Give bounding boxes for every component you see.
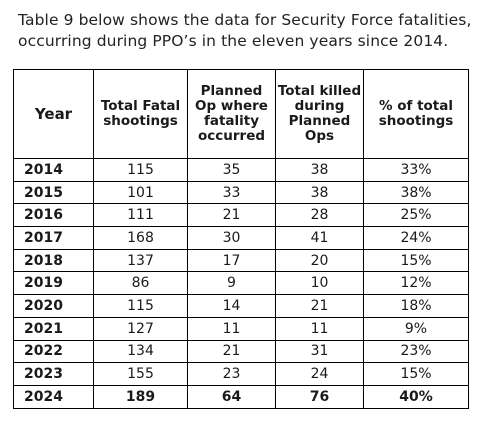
header-total-killed: Total killed during Planned Ops	[275, 69, 364, 159]
cell-percent-total: 33%	[363, 158, 469, 182]
cell-percent-total: 25%	[363, 203, 469, 228]
cell-percent-total: 12%	[363, 271, 469, 296]
table-row: 2021 127 11 11 9%	[13, 316, 469, 341]
cell-percent-total: 40%	[363, 384, 469, 409]
table-row: 2022 134 21 31 23%	[13, 339, 469, 364]
table-body: 2014 115 35 38 33% 2015 101 33 38 38% 2016 111 21 28 2…	[13, 158, 469, 409]
cell-total-killed: 24	[275, 362, 364, 386]
cell-year: 2024	[13, 384, 94, 409]
cell-total-fatal-shootings: 155	[93, 362, 188, 386]
cell-planned-op: 35	[187, 158, 276, 182]
cell-year: 2022	[13, 339, 94, 364]
cell-percent-total: 9%	[363, 316, 469, 341]
cell-total-killed: 21	[275, 294, 364, 318]
intro-line-2: occurring during PPO’s in the eleven yea…	[18, 32, 449, 50]
cell-total-killed: 38	[275, 158, 364, 182]
cell-year: 2019	[13, 271, 94, 296]
table-row: 2024 189 64 76 40%	[13, 384, 469, 409]
cell-planned-op: 30	[187, 226, 276, 250]
cell-total-fatal-shootings: 86	[93, 271, 188, 296]
cell-percent-total: 24%	[363, 226, 469, 250]
table-row: 2016 111 21 28 25%	[13, 203, 469, 228]
cell-total-killed: 28	[275, 203, 364, 228]
cell-planned-op: 23	[187, 362, 276, 386]
cell-year: 2020	[13, 294, 94, 318]
cell-total-killed: 10	[275, 271, 364, 296]
fatalities-table: Year Total Fatal shootings Planned Op wh…	[13, 69, 469, 409]
cell-planned-op: 17	[187, 248, 276, 273]
cell-planned-op: 21	[187, 203, 276, 228]
cell-total-fatal-shootings: 189	[93, 384, 188, 409]
cell-year: 2015	[13, 180, 94, 205]
cell-planned-op: 14	[187, 294, 276, 318]
cell-total-fatal-shootings: 101	[93, 180, 188, 205]
cell-total-killed: 11	[275, 316, 364, 341]
cell-percent-total: 15%	[363, 248, 469, 273]
table-row: 2020 115 14 21 18%	[13, 294, 469, 318]
cell-total-fatal-shootings: 127	[93, 316, 188, 341]
cell-total-killed: 31	[275, 339, 364, 364]
header-planned-op: Planned Op where fatality occurred	[187, 69, 276, 159]
cell-year: 2017	[13, 226, 94, 250]
cell-year: 2016	[13, 203, 94, 228]
header-percent-total: % of total shootings	[363, 69, 469, 159]
table-row: 2019 86 9 10 12%	[13, 271, 469, 296]
intro-line-1: Table 9 below shows the data for Securit…	[18, 11, 472, 29]
intro-text: Table 9 below shows the data for Securit…	[18, 10, 473, 52]
table-row: 2023 155 23 24 15%	[13, 362, 469, 386]
cell-total-fatal-shootings: 111	[93, 203, 188, 228]
cell-total-killed: 38	[275, 180, 364, 205]
table-row: 2015 101 33 38 38%	[13, 180, 469, 205]
header-total-fatal-shootings: Total Fatal shootings	[93, 69, 188, 159]
cell-percent-total: 18%	[363, 294, 469, 318]
cell-total-fatal-shootings: 137	[93, 248, 188, 273]
cell-total-killed: 76	[275, 384, 364, 409]
cell-total-fatal-shootings: 168	[93, 226, 188, 250]
cell-planned-op: 33	[187, 180, 276, 205]
cell-year: 2023	[13, 362, 94, 386]
cell-planned-op: 64	[187, 384, 276, 409]
cell-planned-op: 11	[187, 316, 276, 341]
table-row: 2017 168 30 41 24%	[13, 226, 469, 250]
cell-total-fatal-shootings: 115	[93, 294, 188, 318]
cell-year: 2018	[13, 248, 94, 273]
cell-total-killed: 20	[275, 248, 364, 273]
table-row: 2014 115 35 38 33%	[13, 158, 469, 182]
cell-percent-total: 38%	[363, 180, 469, 205]
cell-year: 2021	[13, 316, 94, 341]
table-header-row: Year Total Fatal shootings Planned Op wh…	[13, 69, 469, 159]
cell-percent-total: 23%	[363, 339, 469, 364]
cell-planned-op: 21	[187, 339, 276, 364]
cell-planned-op: 9	[187, 271, 276, 296]
cell-total-fatal-shootings: 134	[93, 339, 188, 364]
cell-total-killed: 41	[275, 226, 364, 250]
cell-year: 2014	[13, 158, 94, 182]
header-year: Year	[13, 69, 94, 159]
cell-total-fatal-shootings: 115	[93, 158, 188, 182]
cell-percent-total: 15%	[363, 362, 469, 386]
table-row: 2018 137 17 20 15%	[13, 248, 469, 273]
